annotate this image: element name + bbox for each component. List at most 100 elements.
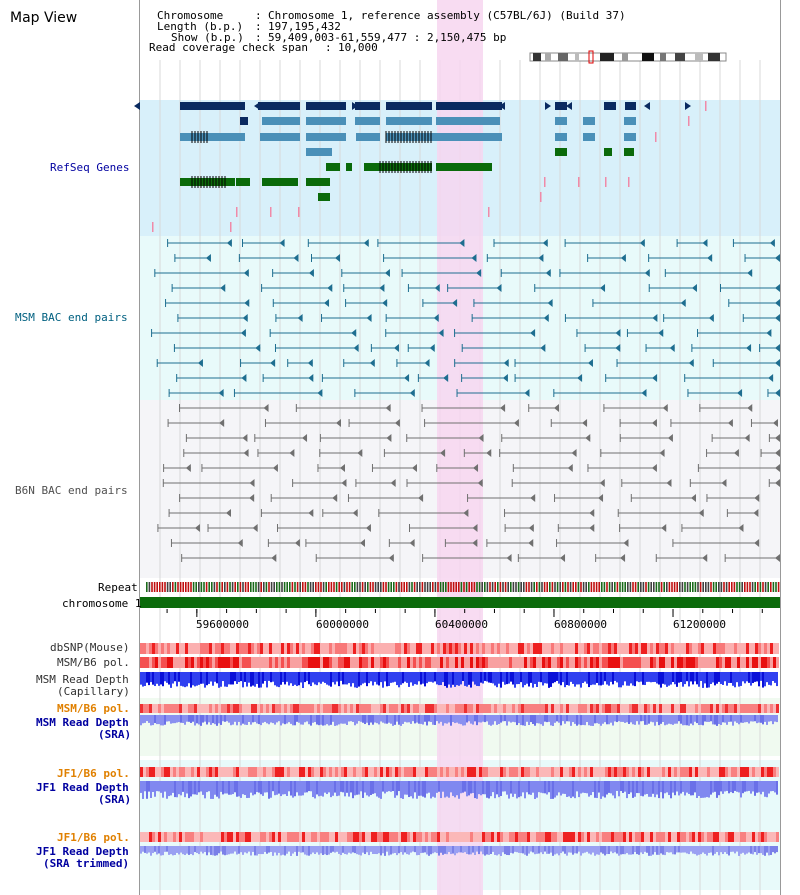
polymorphism-cell xyxy=(488,767,491,777)
repeat-mark xyxy=(681,582,684,592)
repeat-mark xyxy=(257,582,260,592)
track-label-refseq-genes[interactable]: RefSeq Genes xyxy=(50,161,130,174)
read-depth-bar xyxy=(664,846,666,856)
read-depth-bar xyxy=(326,781,328,795)
polymorphism-cell xyxy=(659,704,662,713)
gene-marker xyxy=(236,207,238,217)
polymorphism-cell xyxy=(644,767,647,777)
polymorphism-cell xyxy=(272,832,275,842)
msm-bac-pair-end xyxy=(615,329,621,337)
read-depth-bar xyxy=(528,672,530,687)
read-depth-bar xyxy=(374,846,376,854)
polymorphism-cell xyxy=(317,657,320,668)
polymorphism-cell xyxy=(617,643,620,654)
repeat-mark xyxy=(276,582,278,592)
read-depth-bar xyxy=(244,672,246,682)
gene xyxy=(604,148,612,156)
read-depth-bar xyxy=(186,781,188,794)
polymorphism-cell xyxy=(209,657,212,668)
polymorphism-cell xyxy=(590,657,593,668)
polymorphism-cell xyxy=(554,704,557,713)
read-depth-bar xyxy=(552,846,554,856)
read-depth-bar xyxy=(498,846,500,855)
track-label-b6n-bac[interactable]: B6N BAC end pairs xyxy=(15,484,128,497)
read-depth-bar xyxy=(218,715,220,724)
polymorphism-cell xyxy=(554,657,557,668)
polymorphism-cell xyxy=(344,643,347,654)
read-depth-bar xyxy=(610,715,612,723)
read-depth-bar xyxy=(320,846,322,854)
read-depth-bar xyxy=(636,715,638,722)
polymorphism-cell xyxy=(254,704,257,713)
repeat-mark xyxy=(567,582,569,592)
read-depth-bar xyxy=(442,846,444,855)
b6n-bac-pair-end xyxy=(359,539,365,547)
polymorphism-cell xyxy=(332,767,335,777)
repeat-mark xyxy=(577,582,580,592)
read-depth-bar xyxy=(312,846,314,853)
msm-bac-pair-end xyxy=(587,359,593,367)
read-depth-bar xyxy=(512,846,514,854)
polymorphism-cell xyxy=(389,767,392,777)
polymorphism-cell xyxy=(635,767,638,777)
ideogram-position xyxy=(588,50,594,64)
polymorphism-cell xyxy=(533,657,536,668)
read-depth-bar xyxy=(324,715,326,726)
polymorphism-cell xyxy=(197,643,200,654)
read-depth-bar xyxy=(474,715,476,722)
read-depth-bar xyxy=(606,715,608,725)
polymorphism-cell xyxy=(359,704,362,713)
read-depth-bar xyxy=(530,672,532,683)
polymorphism-cell xyxy=(731,643,734,654)
polymorphism-cell xyxy=(773,767,776,777)
read-depth-bar xyxy=(398,672,400,688)
read-depth-bar xyxy=(154,672,156,687)
read-depth-bar xyxy=(732,846,734,852)
read-depth-bar xyxy=(174,781,176,798)
read-depth-bar xyxy=(454,715,456,724)
polymorphism-cell xyxy=(254,832,257,842)
read-depth-bar xyxy=(468,715,470,722)
read-depth-bar xyxy=(188,672,190,684)
b6n-bac-pair-end xyxy=(478,434,484,442)
read-depth-bar xyxy=(554,672,556,683)
read-depth-bar xyxy=(660,781,662,793)
read-depth-bar xyxy=(216,672,218,684)
polymorphism-cell xyxy=(662,657,665,668)
read-depth-bar xyxy=(664,672,666,685)
polymorphism-cell xyxy=(500,832,503,842)
polymorphism-cell xyxy=(737,767,740,777)
read-depth-bar xyxy=(276,672,278,687)
read-depth-bar xyxy=(332,672,334,683)
repeat-mark xyxy=(242,582,244,592)
read-depth-bar xyxy=(754,781,756,796)
track-label-msm-bac[interactable]: MSM BAC end pairs xyxy=(15,311,128,324)
read-depth-bar xyxy=(180,715,182,723)
read-depth-bar xyxy=(214,672,216,682)
polymorphism-cell xyxy=(317,704,320,713)
read-depth-bar xyxy=(168,846,170,855)
read-depth-bar xyxy=(770,672,772,686)
read-depth-bar xyxy=(562,846,564,852)
read-depth-bar xyxy=(716,672,718,684)
polymorphism-cell xyxy=(476,643,479,654)
polymorphism-cell xyxy=(446,657,449,668)
read-depth-bar xyxy=(476,781,478,799)
read-depth-bar xyxy=(528,715,530,726)
polymorphism-cell xyxy=(542,657,545,668)
read-depth-bar xyxy=(478,672,480,687)
polymorphism-cell xyxy=(596,832,599,842)
msm-bac-pair-end xyxy=(297,314,303,322)
polymorphism-cell xyxy=(677,832,680,842)
polymorphism-cell xyxy=(164,643,167,654)
read-depth-bar xyxy=(736,781,738,792)
polymorphism-cell xyxy=(614,657,617,668)
polymorphism-cell xyxy=(566,704,569,713)
polymorphism-cell xyxy=(494,832,497,842)
read-depth-bar xyxy=(266,846,268,854)
polymorphism-cell xyxy=(497,832,500,842)
polymorphism-cell xyxy=(614,832,617,842)
read-depth-bar xyxy=(252,672,254,686)
msm-bac-pair-end xyxy=(641,389,647,397)
